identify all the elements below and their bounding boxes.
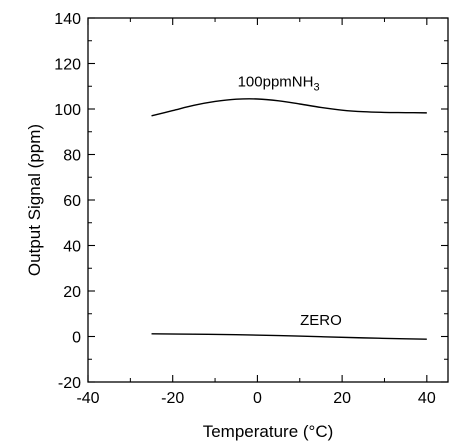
axis-ticks	[87, 17, 448, 383]
y-tick-label: 20	[63, 284, 81, 301]
y-tick-label: 0	[72, 330, 81, 347]
y-tick-label: 40	[63, 239, 81, 256]
series-group	[151, 98, 427, 340]
y-tick-label: 80	[63, 148, 81, 165]
annotation-zero: ZERO	[300, 312, 342, 329]
y-tick-label: 120	[54, 57, 81, 74]
x-tick-label: 40	[418, 390, 436, 407]
y-tick-label: 100	[54, 102, 81, 119]
series-line-zero	[151, 333, 427, 340]
series-line-nh3	[151, 98, 427, 117]
y-tick-label: -20	[58, 375, 81, 392]
x-axis-title: Temperature (°C)	[203, 422, 334, 441]
annotation-nh3: 100ppmNH3	[238, 73, 320, 93]
annotations: 100ppmNH3 ZERO	[238, 73, 342, 329]
y-tick-label: 140	[54, 11, 81, 28]
x-tick-label: -20	[161, 390, 184, 407]
x-tick-label: -40	[76, 390, 99, 407]
x-tick-label: 20	[333, 390, 351, 407]
y-axis-title: Output Signal (ppm)	[25, 124, 44, 276]
x-tick-label: 0	[253, 390, 262, 407]
y-tick-label: 60	[63, 193, 81, 210]
